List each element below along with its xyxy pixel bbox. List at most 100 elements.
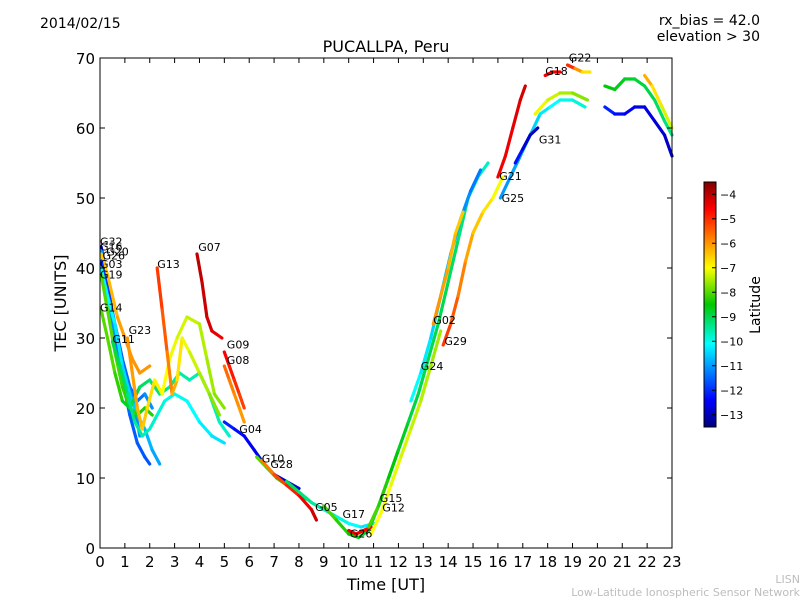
satellite-label: G18: [545, 65, 568, 78]
tec-segment: [297, 493, 313, 512]
tec-segment: [284, 479, 301, 494]
colorbar-tick-label: −10: [720, 335, 743, 348]
footer: LISN Low-Latitude Ionospheric Sensor Net…: [571, 573, 800, 599]
tec-segment: [133, 420, 144, 438]
tec-segment: [168, 336, 179, 361]
tec-segment: [284, 483, 301, 498]
tec-segment: [309, 500, 326, 512]
y-tick-label: 70: [76, 50, 95, 68]
x-tick-label: 15: [463, 553, 482, 571]
tec-segment: [140, 406, 149, 431]
x-tick-label: 2: [145, 553, 155, 571]
tec-segment: [113, 371, 125, 403]
tec-segment: [464, 231, 475, 263]
satellite-label: G07: [198, 241, 221, 254]
tec-segment: [145, 378, 157, 410]
tec-segment: [125, 392, 137, 424]
plot-frame: [99, 57, 673, 549]
tec-segment: [178, 371, 192, 382]
tec-segment: [347, 532, 361, 540]
footer-brand: LISN: [775, 573, 800, 586]
tec-segment: [546, 91, 562, 102]
y-tick-label: 50: [76, 190, 95, 208]
satellite-label: G20: [106, 245, 129, 258]
tec-segment: [386, 448, 400, 480]
tec-segment: [623, 105, 637, 116]
x-tick-label: 23: [662, 553, 681, 571]
satellite-label: G09: [227, 339, 250, 352]
tec-segment: [138, 364, 152, 375]
tec-segment: [180, 336, 192, 354]
tec-segment: [399, 427, 413, 459]
series-G08: [222, 364, 246, 424]
tec-segment: [429, 329, 443, 368]
tec-segment: [652, 98, 667, 123]
tec-segment: [187, 350, 202, 375]
satellite-label: G29: [444, 335, 467, 348]
series-G02: [431, 210, 465, 326]
series-G28: [260, 458, 318, 522]
tec-segment: [528, 126, 540, 137]
tec-segment: [128, 413, 139, 445]
tec-segment: [652, 119, 667, 137]
tec-segment: [469, 168, 483, 193]
satellite-label: G26: [103, 250, 126, 263]
tec-segment: [357, 528, 371, 540]
tec-segment: [603, 84, 617, 92]
satellite-label: G32: [100, 236, 123, 249]
tec-segment: [419, 364, 433, 403]
colorbar-tick-label: −13: [720, 409, 743, 422]
tec-segment: [347, 521, 363, 529]
series-G11: [110, 339, 226, 445]
colorbar-tick-label: −7: [720, 262, 736, 275]
tec-segment: [237, 406, 246, 424]
tec-segment: [513, 147, 525, 165]
tec-segment: [115, 315, 127, 340]
series-unlabeled: [533, 91, 590, 116]
tec-segment: [135, 441, 147, 459]
tec-segment: [120, 399, 132, 410]
x-tick-label: 8: [294, 553, 304, 571]
satellite-label: G08: [227, 354, 250, 367]
colorbar-tick-label: −8: [720, 286, 736, 299]
y-tick-label: 30: [76, 330, 95, 348]
tec-segment: [642, 105, 657, 123]
satellite-label: G12: [382, 502, 405, 515]
series-G29: [441, 175, 505, 347]
satellite-label: G26: [350, 528, 373, 541]
series-unlabeled: [603, 105, 674, 158]
tec-segment: [496, 154, 507, 179]
tec-segment: [406, 392, 420, 424]
tec-segment: [155, 266, 164, 312]
tec-segment: [446, 238, 460, 284]
tec-segment: [185, 399, 202, 424]
tec-segment: [99, 252, 110, 277]
tec-segment: [222, 364, 231, 382]
satellite-label: G03: [100, 258, 123, 271]
tec-segment: [153, 378, 164, 396]
parameters-label: rx_bias = 42.0 elevation > 30: [657, 13, 760, 45]
tec-segment: [222, 420, 236, 431]
colorbar-ticks: −4 −5 −6 −7 −8 −9 −10 −11 −12 −13: [712, 188, 743, 422]
tec-segment: [215, 332, 224, 340]
tec-segment: [170, 378, 179, 396]
date-label: 2014/02/15: [40, 16, 121, 32]
tec-segment: [456, 259, 468, 298]
y-tick-label: 40: [76, 260, 95, 278]
tec-segment: [125, 336, 134, 375]
satellite-label: G02: [433, 314, 456, 327]
tec-segment: [642, 84, 657, 102]
series-layer: [99, 63, 674, 540]
tec-segment: [227, 364, 236, 382]
tec-segment: [212, 392, 226, 410]
x-axis-label: Time [UT]: [346, 575, 425, 594]
tec-segment: [498, 175, 512, 200]
y-tick-label: 0: [85, 540, 95, 558]
x-tick-label: 17: [513, 553, 532, 571]
tec-segment: [150, 448, 162, 466]
tec-segment: [160, 308, 169, 354]
tec-segment: [454, 210, 465, 235]
satellite-label: G17: [343, 508, 366, 521]
x-tick-label: 22: [638, 553, 657, 571]
